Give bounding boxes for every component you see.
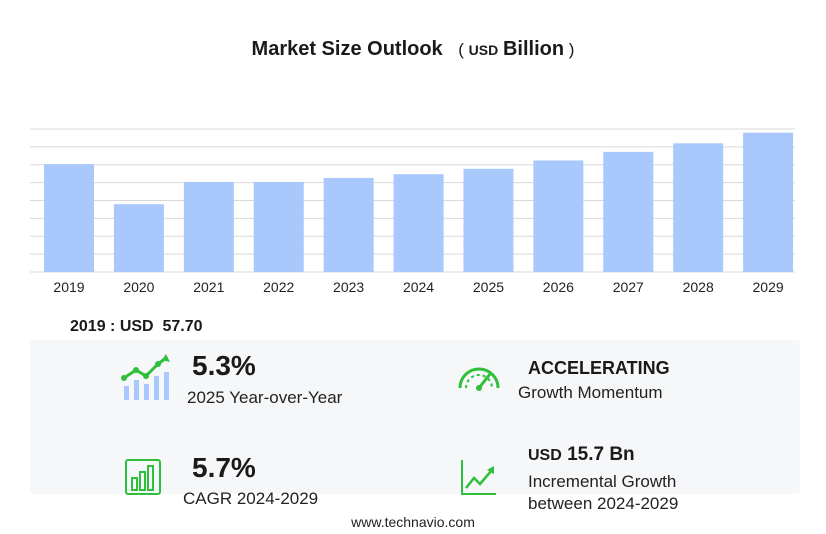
- bar-2022: [253, 181, 304, 272]
- momentum-label: Growth Momentum: [518, 383, 663, 402]
- x-tick-label-2025: 2025: [473, 279, 504, 295]
- cagr-label: CAGR 2024-2029: [183, 489, 319, 508]
- incremental-label-line2: between 2024-2029: [528, 494, 679, 513]
- yoy-label: 2025 Year-over-Year: [187, 388, 343, 407]
- x-tick-label-2028: 2028: [683, 279, 714, 295]
- x-tick-label-2023: 2023: [333, 279, 364, 295]
- x-tick-label-2029: 2029: [753, 279, 784, 295]
- x-tick-label-2021: 2021: [193, 279, 224, 295]
- yoy-value: 5.3%: [192, 350, 256, 381]
- incremental-value: USD 15.7 Bn: [528, 444, 635, 465]
- speedometer-icon: [458, 367, 500, 391]
- trend-up-icon: [461, 460, 496, 495]
- bar-2025: [463, 168, 514, 272]
- footer-url: www.technavio.com: [351, 514, 475, 530]
- chart-unit: ( USD Billion ): [458, 38, 575, 60]
- bar-2028: [673, 143, 724, 272]
- x-tick-label-2022: 2022: [263, 279, 294, 295]
- growth-chart-icon: [121, 354, 170, 400]
- bar-2026: [533, 160, 584, 272]
- bar-2020: [113, 204, 164, 272]
- x-tick-label-2020: 2020: [123, 279, 154, 295]
- momentum-value: ACCELERATING: [528, 358, 670, 378]
- bars: [44, 132, 794, 272]
- chart-title-text: Market Size Outlook: [251, 38, 443, 60]
- chart-title: Market Size Outlook ( USD Billion ): [0, 38, 826, 61]
- bar-chart-icon: [125, 459, 161, 495]
- bar-chart: 2019 2020 2021 2022 2023 2024 2025 2026 2027 2028…: [30, 128, 795, 295]
- bar-2023: [323, 177, 374, 272]
- x-tick-label-2026: 2026: [543, 279, 574, 295]
- bar-2019: [44, 164, 94, 272]
- x-tick-label-2027: 2027: [613, 279, 644, 295]
- x-tick-label-2024: 2024: [403, 279, 434, 295]
- x-tick-labels: 2019 2020 2021 2022 2023 2024 2025 2026 2027 2028…: [53, 279, 783, 295]
- bar-2024: [393, 174, 444, 272]
- bar-2021: [183, 181, 234, 272]
- highlight-value: 2019 : USD 57.70: [70, 318, 203, 335]
- bar-2027: [603, 151, 654, 272]
- cagr-value: 5.7%: [192, 452, 256, 483]
- bar-2029: [743, 132, 794, 272]
- incremental-label-line1: Incremental Growth: [528, 472, 677, 491]
- x-tick-label-2019: 2019: [53, 279, 84, 295]
